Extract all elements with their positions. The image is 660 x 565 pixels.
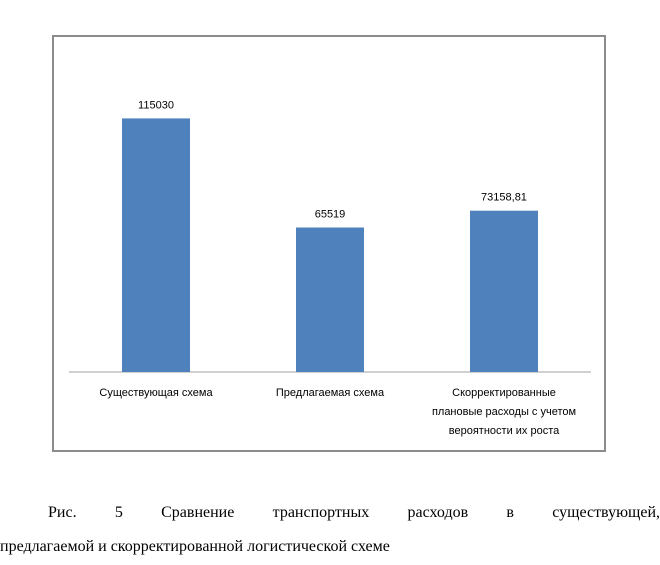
category-label-line: вероятности их роста	[449, 425, 560, 437]
bar-3	[470, 210, 538, 372]
category-label-line: Предлагаемая схема	[276, 387, 385, 399]
category-label-line: Скорректированные	[452, 387, 556, 399]
caption-line-2: предлагаемой и скорректированной логисти…	[0, 538, 390, 555]
category-label-line: Существующая схема	[99, 387, 213, 399]
figure-caption: Рис. 5 Сравнение транспортных расходов в…	[0, 496, 660, 564]
category-label-1: Существующая схема	[99, 387, 213, 399]
bars-layer	[122, 118, 538, 373]
data-labels-layer: 115030 65519 73158,81	[138, 99, 527, 220]
bar-2	[296, 227, 364, 372]
chart-frame: 115030 65519 73158,81 Существующая схема Пр…	[52, 35, 606, 452]
data-label-2: 65519	[315, 209, 346, 221]
category-label-2: Предлагаемая схема	[276, 387, 385, 399]
category-label-line: плановые расходы с учетом	[432, 406, 576, 418]
caption-line-1: Рис. 5 Сравнение транспортных расходов в…	[48, 504, 660, 521]
data-label-3: 73158,81	[481, 192, 527, 204]
category-label-3: Скорректированные плановые расходы с учет…	[432, 387, 576, 437]
data-label-1: 115030	[138, 99, 174, 111]
category-labels-layer: Существующая схема Предлагаемая схема Скор…	[99, 387, 576, 437]
bar-chart: 115030 65519 73158,81 Существующая схема Пр…	[69, 99, 591, 437]
bar-1	[122, 118, 190, 373]
